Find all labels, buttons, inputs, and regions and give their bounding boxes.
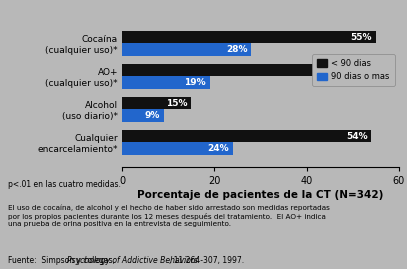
Bar [122, 31, 376, 43]
Bar [122, 130, 371, 142]
Text: 15%: 15% [166, 99, 188, 108]
Text: , 11:264-307, 1997.: , 11:264-307, 1997. [169, 256, 244, 264]
Text: p<.01 en las cuatro medidas.: p<.01 en las cuatro medidas. [8, 180, 121, 189]
Text: Psychology of Addictive Behaviors: Psychology of Addictive Behaviors [67, 256, 198, 264]
Text: 54%: 54% [346, 132, 368, 141]
Bar [122, 142, 233, 155]
Legend: < 90 dias, 90 dias o mas: < 90 dias, 90 dias o mas [312, 54, 395, 86]
Bar [122, 64, 367, 76]
Text: 28%: 28% [226, 45, 247, 54]
Bar [122, 43, 251, 56]
Text: 19%: 19% [184, 78, 206, 87]
Bar [122, 76, 210, 89]
Text: 24%: 24% [208, 144, 229, 153]
Text: Fuente:  Simpson y colegas,: Fuente: Simpson y colegas, [8, 256, 118, 264]
Bar [122, 109, 164, 122]
Text: 53%: 53% [341, 66, 363, 75]
Text: El uso de cocaína, de alcohol y el hecho de haber sido arrestado son medidas rep: El uso de cocaína, de alcohol y el hecho… [8, 204, 330, 227]
X-axis label: Porcentaje de pacientes de la CT (N=342): Porcentaje de pacientes de la CT (N=342) [137, 190, 384, 200]
Bar [122, 97, 191, 109]
Text: 9%: 9% [144, 111, 160, 120]
Text: 55%: 55% [350, 33, 372, 42]
